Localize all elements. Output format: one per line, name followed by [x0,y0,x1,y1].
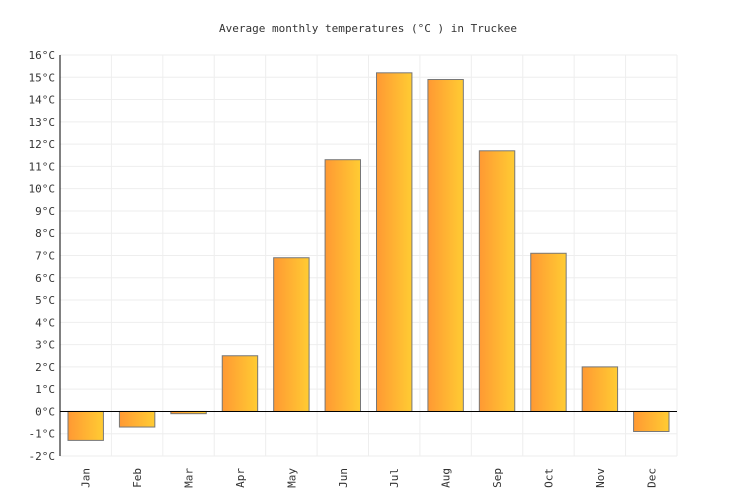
x-tick-label: Feb [131,468,144,488]
y-tick-label: -2°C [29,450,56,463]
x-tick-label: Jul [388,468,401,488]
bar-sep [478,150,516,412]
y-tick-label: 14°C [29,94,56,107]
bar-jul [376,72,413,412]
y-tick-label: 3°C [35,339,55,352]
x-tick-label: Dec [645,468,658,488]
x-tick-label: Mar [183,468,196,488]
y-tick-label: 9°C [35,205,55,218]
y-tick-label: -1°C [29,428,56,441]
x-tick-label: May [285,468,298,488]
bar-jun [324,159,362,412]
bar-may [273,257,310,412]
bar-dec [633,410,670,432]
x-tick-label: Nov [594,468,607,488]
y-tick-label: 5°C [35,294,55,307]
y-tick-label: 2°C [35,361,55,374]
x-tick-label: Jan [80,468,93,488]
bar-jan [67,410,104,441]
bar-feb [118,410,156,428]
y-tick-label: 15°C [29,71,56,84]
y-tick-label: 1°C [35,383,55,396]
y-tick-label: 11°C [29,160,56,173]
y-tick-label: 16°C [29,49,56,62]
bar-oct [530,252,567,412]
y-tick-label: 4°C [35,316,55,329]
chart-title: Average monthly temperatures (°C ) in Tr… [219,22,517,35]
y-tick-label: 13°C [29,116,56,129]
y-tick-label: 8°C [35,227,55,240]
bar-nov [581,366,619,412]
bar-aug [427,79,464,412]
x-tick-label: Apr [234,468,247,488]
x-tick-label: Aug [440,468,453,488]
y-tick-label: 10°C [29,183,56,196]
x-tick-label: Sep [491,468,504,488]
y-tick-label: 12°C [29,138,56,151]
bar-apr [221,355,259,412]
x-tick-label: Oct [542,468,555,488]
x-tick-label: Jun [337,468,350,488]
y-tick-label: 0°C [35,405,55,418]
y-tick-label: 7°C [35,250,55,263]
y-tick-label: 6°C [35,272,55,285]
